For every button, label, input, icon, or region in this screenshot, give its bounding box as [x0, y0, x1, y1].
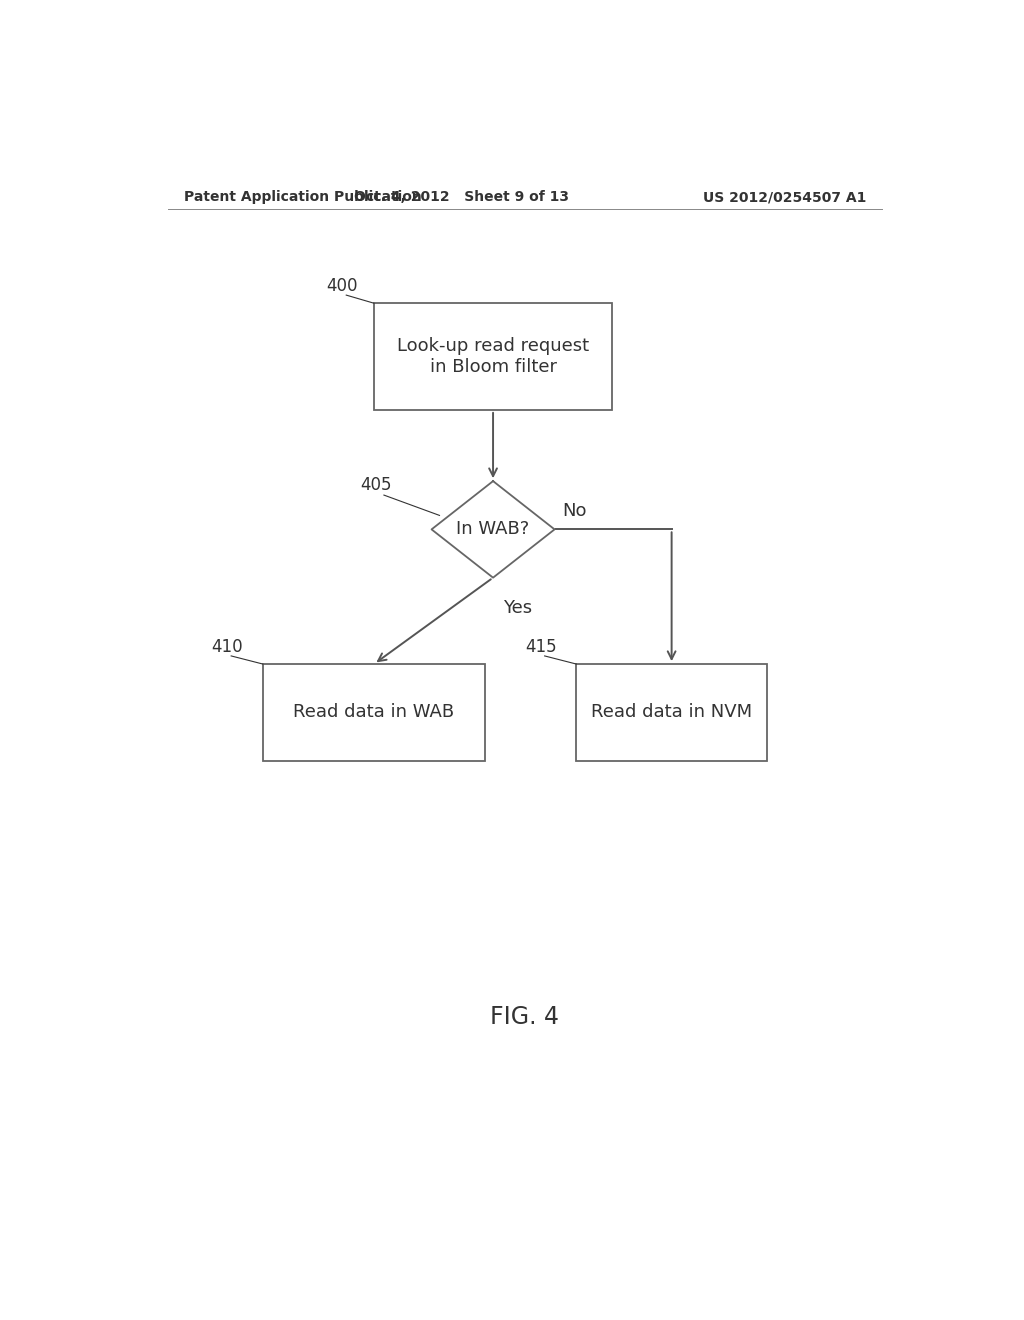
Text: Read data in WAB: Read data in WAB: [294, 704, 455, 721]
Text: US 2012/0254507 A1: US 2012/0254507 A1: [702, 190, 866, 205]
Text: 410: 410: [211, 638, 243, 656]
Text: Oct. 4, 2012   Sheet 9 of 13: Oct. 4, 2012 Sheet 9 of 13: [354, 190, 568, 205]
Text: Yes: Yes: [503, 599, 531, 618]
Text: In WAB?: In WAB?: [457, 520, 529, 539]
Text: Patent Application Publication: Patent Application Publication: [183, 190, 421, 205]
Text: 415: 415: [524, 638, 556, 656]
Text: 405: 405: [360, 477, 391, 494]
Text: Look-up read request
in Bloom filter: Look-up read request in Bloom filter: [397, 337, 589, 376]
Polygon shape: [431, 480, 555, 578]
FancyBboxPatch shape: [374, 304, 612, 411]
Text: FIG. 4: FIG. 4: [490, 1006, 559, 1030]
FancyBboxPatch shape: [263, 664, 485, 760]
FancyBboxPatch shape: [577, 664, 767, 760]
Text: Read data in NVM: Read data in NVM: [591, 704, 753, 721]
Text: 400: 400: [327, 277, 358, 294]
Text: No: No: [562, 502, 587, 520]
